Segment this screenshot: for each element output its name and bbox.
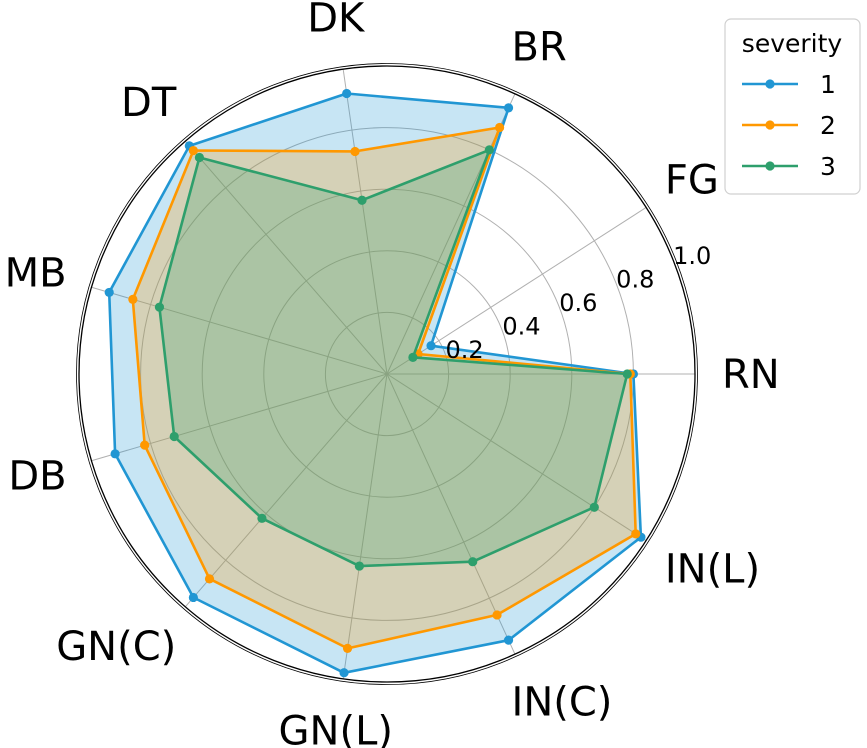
series-3-point-DB	[169, 431, 179, 442]
series-3-line	[158, 148, 629, 568]
series-2-point-GN(C)	[204, 574, 215, 584]
outer-frame	[78, 65, 696, 683]
series-2-point-MB	[128, 294, 138, 304]
radial-tick-label: 0.4	[502, 313, 540, 341]
outer-frame-ring	[76, 63, 698, 685]
axis-label-br: BR	[512, 25, 567, 71]
legend-label-1: 1	[820, 70, 836, 99]
series-3-point-GN(C)	[257, 513, 267, 523]
series-2-point-DT	[188, 145, 198, 156]
series-1-point-BR	[503, 103, 514, 113]
series-3-point-RN	[622, 369, 632, 379]
legend-items: 1 2 3	[742, 70, 836, 181]
series-3-point-DT	[194, 152, 205, 163]
series-1-point-DK	[342, 88, 352, 99]
series-2-point-BR	[494, 122, 505, 133]
axis-label-inl: IN(L)	[665, 547, 760, 593]
radial-tick-label: 0.8	[616, 265, 654, 293]
series-3-point-GN(L)	[354, 561, 364, 571]
axis-label-gnl: GN(L)	[279, 708, 393, 748]
series-3-point-DK	[357, 195, 367, 205]
radar-series-layer	[104, 88, 646, 678]
series-1-line	[107, 92, 643, 675]
axis-label-inc: IN(C)	[512, 679, 613, 725]
series-2-point-GN(L)	[342, 643, 353, 653]
series-2-point-IN(C)	[492, 610, 502, 620]
grid-spoke	[184, 140, 388, 375]
radial-tick-label: 0.2	[445, 336, 483, 364]
legend: severity 1 2 3	[724, 18, 861, 195]
grid-spoke	[184, 373, 388, 608]
axis-label-dk: DK	[307, 0, 366, 42]
series-3-point-FG	[408, 352, 418, 362]
legend-label-2: 2	[820, 111, 836, 140]
series-2-point-DK	[350, 146, 360, 157]
legend-frame	[724, 18, 861, 195]
legend-marker-2	[765, 120, 775, 130]
grid-spoke	[342, 373, 388, 679]
legend-marker-1	[765, 79, 775, 89]
series-3-point-IN(C)	[468, 557, 478, 567]
series-3-point-BR	[484, 145, 494, 155]
axis-label-mb: MB	[5, 251, 67, 297]
legend-label-3: 3	[820, 152, 836, 181]
series-2-point-IN(L)	[631, 529, 641, 539]
axis-label-fg: FG	[665, 157, 719, 203]
series-2-point-DB	[140, 440, 150, 450]
series-3-area	[159, 149, 628, 567]
series-1-point-FG	[426, 341, 436, 351]
grid-spoke	[386, 373, 516, 655]
grid-spoke	[91, 286, 388, 375]
series-1-area	[109, 93, 641, 673]
series-1-point-GN(C)	[188, 592, 198, 603]
radial-tick-label: 1.0	[673, 242, 711, 270]
series-1-point-GN(L)	[339, 668, 349, 678]
axis-label-dt: DT	[121, 80, 177, 126]
series-1-point-DB	[110, 449, 120, 459]
axis-label-rn: RN	[722, 352, 780, 398]
axis-label-db: DB	[8, 453, 66, 499]
series-3-point-MB	[154, 302, 165, 312]
series-1-point-MB	[104, 287, 114, 298]
series-2-line	[131, 126, 638, 650]
legend-title: severity	[742, 29, 843, 58]
grid-spoke	[386, 373, 647, 541]
grid-spoke	[342, 69, 388, 375]
radial-tick-label: 0.6	[559, 289, 597, 317]
legend-marker-3	[765, 161, 775, 171]
axis-label-gnc: GN(C)	[56, 624, 176, 670]
radar-labels: 0.2 0.4 0.6 0.8 1.0 RN FG BR DK DT MB DB GN(C) GN(L) I…	[5, 0, 780, 748]
series-3-point-IN(L)	[589, 502, 599, 512]
series-1-point-IN(C)	[503, 635, 514, 645]
